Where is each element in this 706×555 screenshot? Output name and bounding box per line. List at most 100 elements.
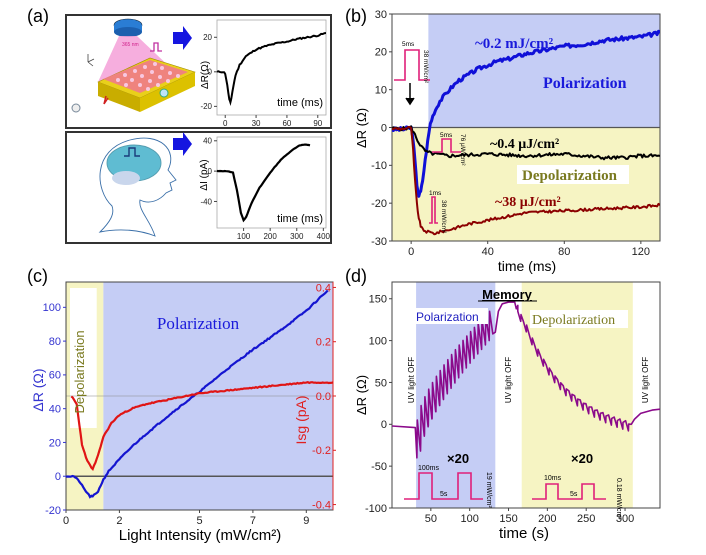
pulse-d-2-width: 10ms xyxy=(544,475,562,482)
pulse-d-1 xyxy=(404,472,483,500)
nanoparticles xyxy=(116,62,180,91)
repeat-label-2: ×20 xyxy=(571,451,593,466)
panel-b-ytick-label: 20 xyxy=(375,47,387,59)
panel-c-right-ytick-label: -0.2 xyxy=(312,445,331,457)
region-c-label-bg xyxy=(70,288,97,428)
panel-label-c: (c) xyxy=(27,266,48,286)
panel-b-ylabel: ΔR (Ω) xyxy=(354,108,369,148)
substrate-front xyxy=(98,82,140,112)
source-icon xyxy=(71,103,81,113)
uv-off-label-1: UV light OFF xyxy=(407,357,416,403)
panel-b-xtick-label: 0 xyxy=(408,246,414,258)
panel-a-bottom-frame xyxy=(65,131,332,244)
inset-a-bottom-ytick-label: -40 xyxy=(200,197,212,206)
annotation-depolarization: Depolarization xyxy=(522,168,618,184)
inset-a-top-axes xyxy=(216,19,327,116)
inset-a-bottom-xtick-label: 300 xyxy=(290,232,304,241)
inset-a-top-xlabel: time (ms) xyxy=(277,97,323,109)
panel-b-ytick-label: -10 xyxy=(371,160,387,172)
pulse-b-2-width: 5ms xyxy=(440,132,453,139)
inset-a-bottom-ytick-label: 0 xyxy=(208,167,213,176)
head-illustration xyxy=(98,137,177,237)
region-b-depolarization xyxy=(392,127,660,241)
wavelength-label: 365 nm xyxy=(122,42,139,48)
annotation-38uJ: ~38 μJ/cm² xyxy=(495,195,561,210)
panel-c-xtick-label: 5 xyxy=(196,515,202,527)
annotation-0-4uJ: ~0.4 μJ/cm² xyxy=(490,137,559,152)
pulse-b-1-intensity: 38 mW/cm² xyxy=(422,50,429,84)
panel-c-ylabel: ΔR (Ω) xyxy=(30,368,46,411)
annotation-polarization: Polarization xyxy=(543,75,627,92)
panel-d-ytick-label: 0 xyxy=(381,419,387,431)
pulse-d-1-intensity: 19 mW/cm² xyxy=(485,472,492,508)
pulse-glyph xyxy=(150,42,162,52)
panel-b-ytick-label: 30 xyxy=(375,9,387,21)
inset-a-bottom-xtick-label: 400 xyxy=(317,232,331,241)
pulse-b-1-width: 5ms xyxy=(402,41,415,48)
panel-c-right-ytick-label: 0.4 xyxy=(316,282,331,294)
pulse-b-1 xyxy=(394,49,430,81)
panel-a: 365 nm ΔR(Ω) time (ms) 0 30 60 90 -20 0 20 xyxy=(65,14,332,244)
panel-d-ytick-label: 150 xyxy=(369,294,387,306)
gate-arrow-icon xyxy=(103,95,109,105)
pulse-b-2-intensity: 76 μW/cm² xyxy=(459,134,466,166)
uv-off-label-3: UV light OFF xyxy=(641,357,650,403)
panel-c-ytick-label: 20 xyxy=(49,437,61,449)
inset-a-bottom-xtick-label: 200 xyxy=(263,232,277,241)
panel-b-xlabel: time (ms) xyxy=(498,258,556,274)
panel-c-ytick-label: 100 xyxy=(43,302,61,314)
panel-c-right-ytick-label: 0.0 xyxy=(316,391,331,403)
down-arrow-icon xyxy=(405,83,415,106)
panel-c-ytick-label: 80 xyxy=(49,336,61,348)
inset-a-bottom-series-line xyxy=(217,143,311,223)
panel-c-y2label: Isg (pA) xyxy=(293,395,309,444)
panel-c-xtick-label: 2 xyxy=(116,515,122,527)
panel-c-xtick-label: 9 xyxy=(303,515,309,527)
panel-d-xlabel: time (s) xyxy=(499,525,549,542)
panel-label-d: (d) xyxy=(345,266,367,286)
panel-b-xtick-label: 80 xyxy=(558,246,570,258)
repeat-label-1: ×20 xyxy=(447,451,469,466)
pulse-d-2-intensity: 0.18 mW/cm² xyxy=(615,478,622,520)
panel-c-xtick-label: 7 xyxy=(250,515,256,527)
inset-a-top-series-line xyxy=(217,32,326,106)
panel-d-xtick-label: 300 xyxy=(616,513,634,525)
pulse-b-3-intensity: 38 mW/cm² xyxy=(440,200,447,234)
inset-a-bottom-ytick-label: 40 xyxy=(203,137,212,146)
pulse-b-2 xyxy=(432,138,461,153)
panel-c-series-Isg xyxy=(70,381,333,471)
panel-a-top-frame xyxy=(65,14,332,129)
pulse-d-2-period: 5s xyxy=(570,491,578,498)
panel-b-xtick-label: 120 xyxy=(632,246,650,258)
panel-d-ylabel: ΔR (Ω) xyxy=(354,375,369,415)
panel-d-xtick-label: 50 xyxy=(425,513,437,525)
pulse-d-1-period: 5s xyxy=(440,491,448,498)
panel-d-title: Memory xyxy=(482,287,533,302)
panel-b-ytick-label: 10 xyxy=(375,85,387,97)
inset-a-top-xtick-label: 60 xyxy=(282,119,291,128)
panel-c-xlabel: Light Intensity (mW/cm²) xyxy=(119,527,282,544)
panel-c-right-ytick-label: 0.2 xyxy=(316,337,331,349)
inset-a-top-ytick-label: 0 xyxy=(208,68,213,77)
panel-c-ytick-label: 60 xyxy=(49,370,61,382)
panel-b-xtick-label: 40 xyxy=(482,246,494,258)
panel-d: 50 100 150 200 250 300 -100 -50 0 50 100 150 Memory… xyxy=(354,281,661,542)
inset-a-bottom-xtick-label: 100 xyxy=(237,232,251,241)
inset-a-bottom-ylabel: ΔI (pA) xyxy=(199,159,210,190)
panel-label-a: (a) xyxy=(27,6,49,26)
inset-a-top-ytick-label: 20 xyxy=(203,33,212,42)
panel-d-ytick-label: -50 xyxy=(371,461,387,473)
panel-d-ytick-label: -100 xyxy=(365,503,387,515)
inset-a-top-ylabel: ΔR(Ω) xyxy=(200,61,211,89)
panel-d-xtick-label: 150 xyxy=(499,513,517,525)
panel-b-ytick-label: -20 xyxy=(371,198,387,210)
region-c-polarization: Polarization xyxy=(157,314,240,333)
region-d-depolarization: Depolarization xyxy=(532,313,615,328)
panel-c-xtick-label: 0 xyxy=(63,515,69,527)
panel-b-ytick-label: 0 xyxy=(381,122,387,134)
axes-icon xyxy=(87,54,95,67)
region-c-depolarization: Depolarization xyxy=(72,330,87,413)
inset-a-top-xtick-label: 30 xyxy=(252,119,261,128)
inset-a-top-xtick-label: 0 xyxy=(223,119,228,128)
